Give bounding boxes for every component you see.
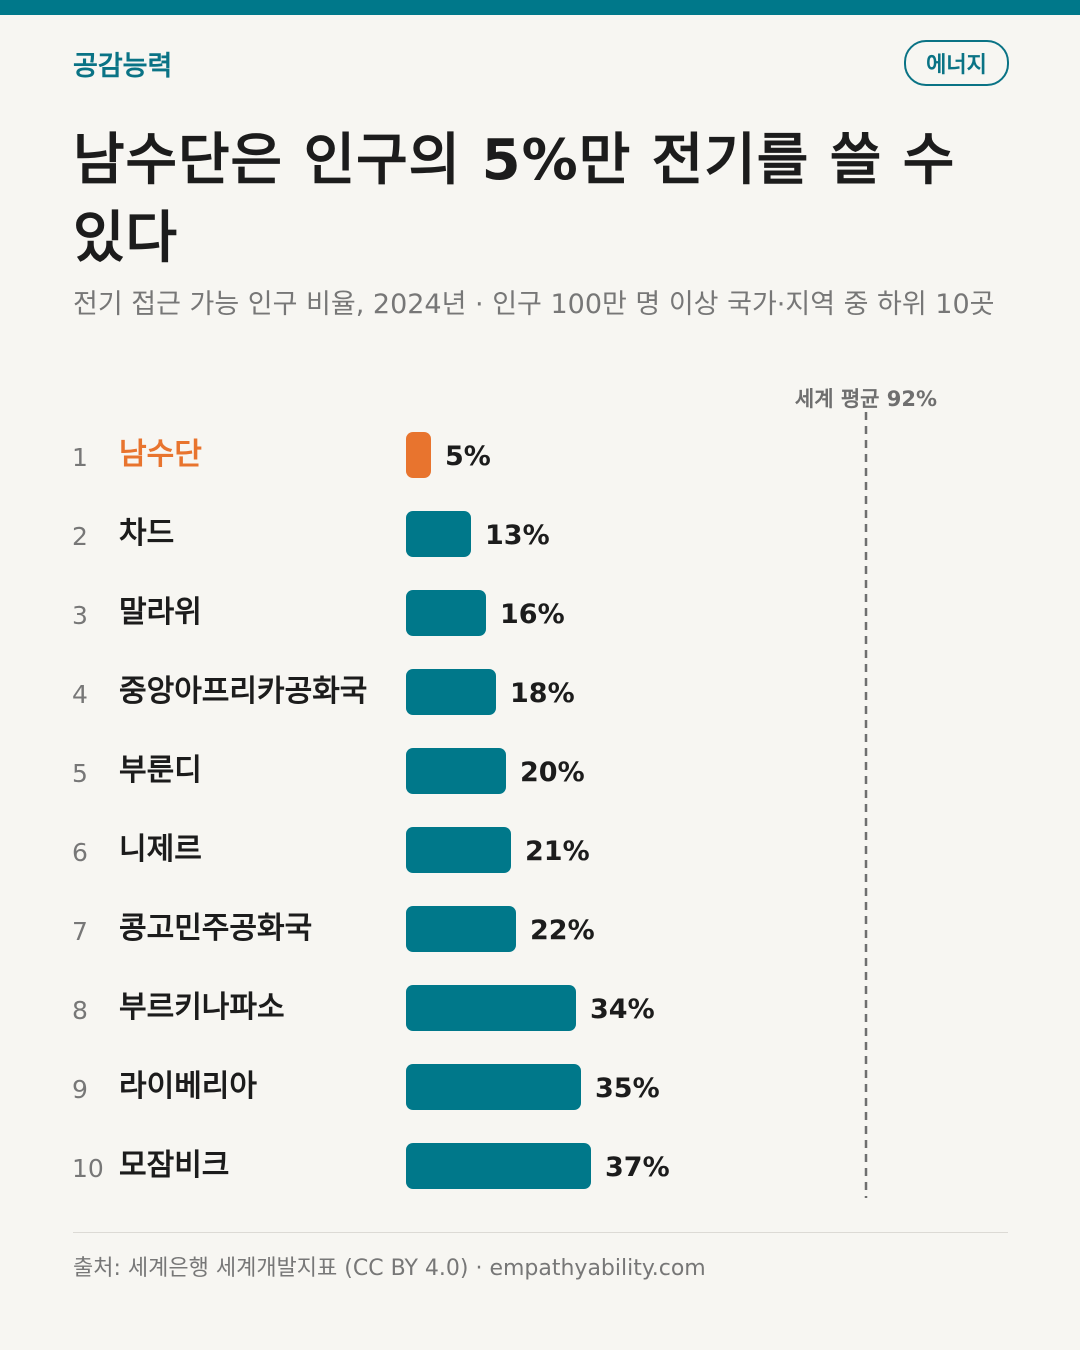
category-label: 니제르	[119, 832, 202, 867]
category-label: 말라위	[119, 595, 202, 630]
bar	[406, 748, 506, 794]
value-label: 37%	[605, 1152, 670, 1183]
rank-label: 8	[72, 996, 88, 1025]
category-tag: 에너지	[904, 40, 1009, 86]
bar	[406, 827, 511, 873]
bar-chart: 세계 평균 92% 1 남수단 5% 2 차드 13% 3 말라위 16% 4 중앙아프리카공화국 18…	[72, 387, 937, 1198]
value-label: 5%	[445, 441, 491, 472]
category-label: 중앙아프리카공화국	[119, 674, 367, 709]
rank-label: 4	[72, 680, 88, 709]
bar	[406, 669, 496, 715]
rank-label: 1	[72, 443, 88, 472]
value-label: 22%	[530, 915, 595, 946]
category-label: 부르키나파소	[119, 990, 285, 1025]
rank-label: 2	[72, 522, 88, 551]
rank-label: 10	[72, 1154, 104, 1183]
bar	[406, 511, 471, 557]
source-note: 출처: 세계은행 세계개발지표 (CC BY 4.0) · empathyabi…	[73, 1256, 706, 1281]
value-label: 13%	[485, 520, 550, 551]
reference-line-label: 세계 평균 92%	[795, 387, 937, 411]
bar	[406, 985, 576, 1031]
category-label: 부룬디	[119, 753, 202, 788]
rank-label: 5	[72, 759, 88, 788]
value-label: 35%	[595, 1073, 660, 1104]
rank-label: 7	[72, 917, 88, 946]
top-accent-bar	[0, 0, 1080, 15]
value-label: 34%	[590, 994, 655, 1025]
category-label: 차드	[119, 516, 174, 551]
bar	[406, 906, 516, 952]
value-label: 21%	[525, 836, 590, 867]
chart-title: 남수단은 인구의 5%만 전기를 쓸 수 있다	[73, 128, 956, 271]
rank-label: 9	[72, 1075, 88, 1104]
bar	[406, 1143, 591, 1189]
value-label: 18%	[510, 678, 575, 709]
category-label: 콩고민주공화국	[119, 911, 312, 946]
bar	[406, 432, 431, 478]
value-label: 20%	[520, 757, 585, 788]
category-label: 남수단	[119, 437, 202, 472]
footer-divider	[73, 1232, 1008, 1233]
bar	[406, 590, 486, 636]
brand-label: 공감능력	[73, 51, 173, 82]
chart-subtitle: 전기 접근 가능 인구 비율, 2024년 · 인구 100만 명 이상 국가·…	[73, 289, 995, 320]
value-label: 16%	[500, 599, 565, 630]
rank-label: 3	[72, 601, 88, 630]
bar	[406, 1064, 581, 1110]
category-label: 모잠비크	[119, 1148, 229, 1183]
category-label: 라이베리아	[119, 1069, 257, 1104]
rank-label: 6	[72, 838, 88, 867]
